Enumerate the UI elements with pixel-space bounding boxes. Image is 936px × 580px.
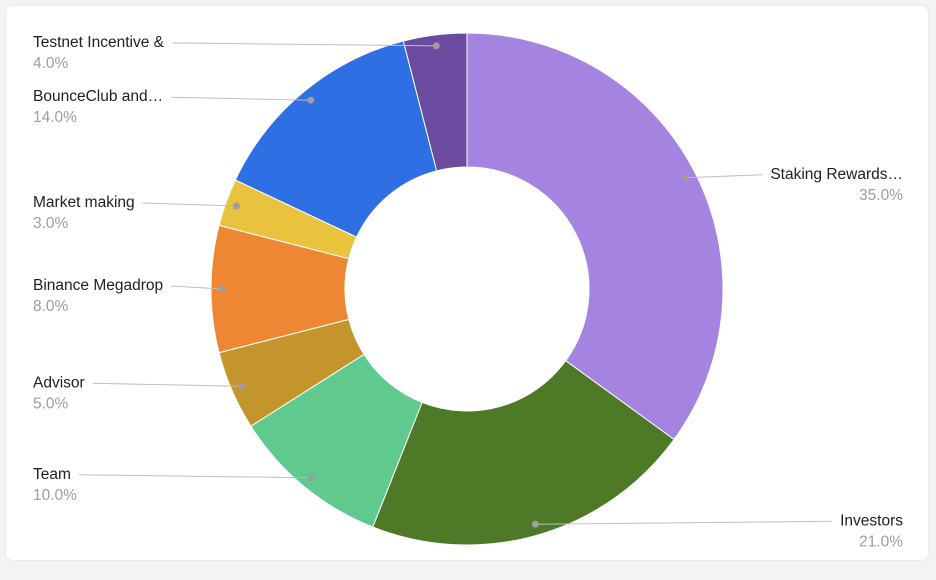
slice-label-investors: Investors (840, 512, 903, 529)
slice-percent-market-making: 3.0% (33, 215, 69, 232)
slice-label-bounceclub-and: BounceClub and… (33, 88, 163, 105)
slice-percent-testnet-incentive: 4.0% (33, 55, 69, 72)
slice-label-advisor: Advisor (33, 374, 85, 391)
callout-dot-market-making (233, 202, 240, 210)
callout-line-investors (535, 520, 832, 525)
callout-dot-bounceclub-and (307, 96, 315, 104)
slice-label-binance-megadrop: Binance Megadrop (33, 277, 163, 294)
callout-line-binance-megadrop (171, 285, 223, 290)
callout-dot-investors (531, 520, 539, 528)
callout-line-staking-rewards (685, 174, 763, 179)
slice-percent-investors: 21.0% (859, 533, 903, 550)
callout-lines-group (78, 42, 832, 528)
callout-dot-testnet-incentive (432, 42, 440, 50)
slice-percent-bounceclub-and: 14.0% (33, 109, 77, 126)
callout-dot-team (307, 474, 315, 482)
pie-slice-testnet-incentive[interactable] (402, 32, 468, 172)
slices-group (210, 32, 724, 546)
pie-slice-investors[interactable] (372, 360, 675, 546)
slice-label-staking-rewards: Staking Rewards… (770, 166, 903, 183)
callout-line-testnet-incentive (172, 42, 437, 47)
slice-label-testnet-incentive: Testnet Incentive & (33, 34, 165, 51)
callout-dot-advisor (238, 382, 246, 390)
callout-line-bounceclub-and (171, 96, 311, 101)
callout-dot-staking-rewards (681, 174, 689, 182)
slice-percent-advisor: 5.0% (33, 395, 69, 412)
pie-slice-bounceclub-and[interactable] (234, 40, 438, 238)
slice-percent-binance-megadrop: 8.0% (33, 298, 69, 315)
callout-dot-binance-megadrop (218, 285, 226, 293)
slice-label-market-making: Market making (33, 194, 135, 211)
slice-percent-staking-rewards: 35.0% (859, 187, 903, 204)
callout-line-advisor (92, 382, 243, 387)
callout-line-market-making (142, 202, 237, 207)
slice-percent-team: 10.0% (33, 487, 77, 504)
callout-line-team (78, 474, 311, 479)
pie-slice-staking-rewards[interactable] (466, 32, 724, 441)
callout-labels-group: Staking Rewards… 35.0% Investors 21.0% Team 1… (33, 34, 903, 550)
slice-label-team: Team (33, 466, 71, 483)
